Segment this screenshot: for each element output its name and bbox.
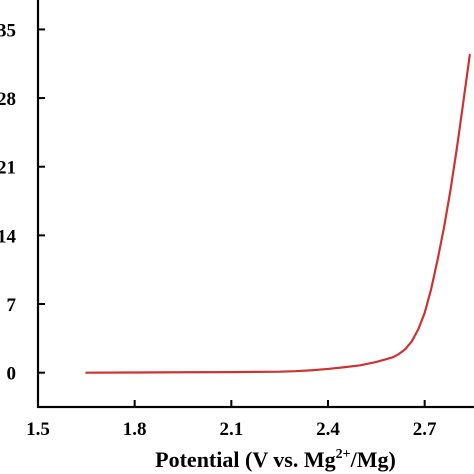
x-tick-label-4: 2.7 <box>413 419 437 440</box>
x-axis-title-prefix: Potential (V vs. Mg <box>155 447 335 472</box>
x-axis-title: Potential (V vs. Mg2+/Mg) <box>155 447 396 472</box>
y-tick-label-2: 14 <box>0 226 17 247</box>
series-layer <box>85 53 471 374</box>
x-axis-title-suffix: /Mg) <box>350 447 396 472</box>
x-tick-label-1: 1.8 <box>123 419 147 440</box>
y-tick-label-3: 21 <box>0 158 16 179</box>
y-tick-label-0: 0 <box>7 364 17 385</box>
x-axis-title-superscript: 2+ <box>336 447 351 462</box>
y-axis-ticks: 0 7 14 21 28 35 <box>0 20 45 385</box>
y-tick-label-4: 28 <box>0 89 16 110</box>
x-tick-label-3: 2.4 <box>316 419 340 440</box>
y-tick-label-1: 7 <box>7 295 17 316</box>
x-tick-label-0: 1.5 <box>26 419 50 440</box>
plot-frame <box>36 0 474 409</box>
series-line-0 <box>85 53 471 374</box>
x-tick-label-2: 2.1 <box>219 419 243 440</box>
y-tick-label-5: 35 <box>0 20 16 41</box>
